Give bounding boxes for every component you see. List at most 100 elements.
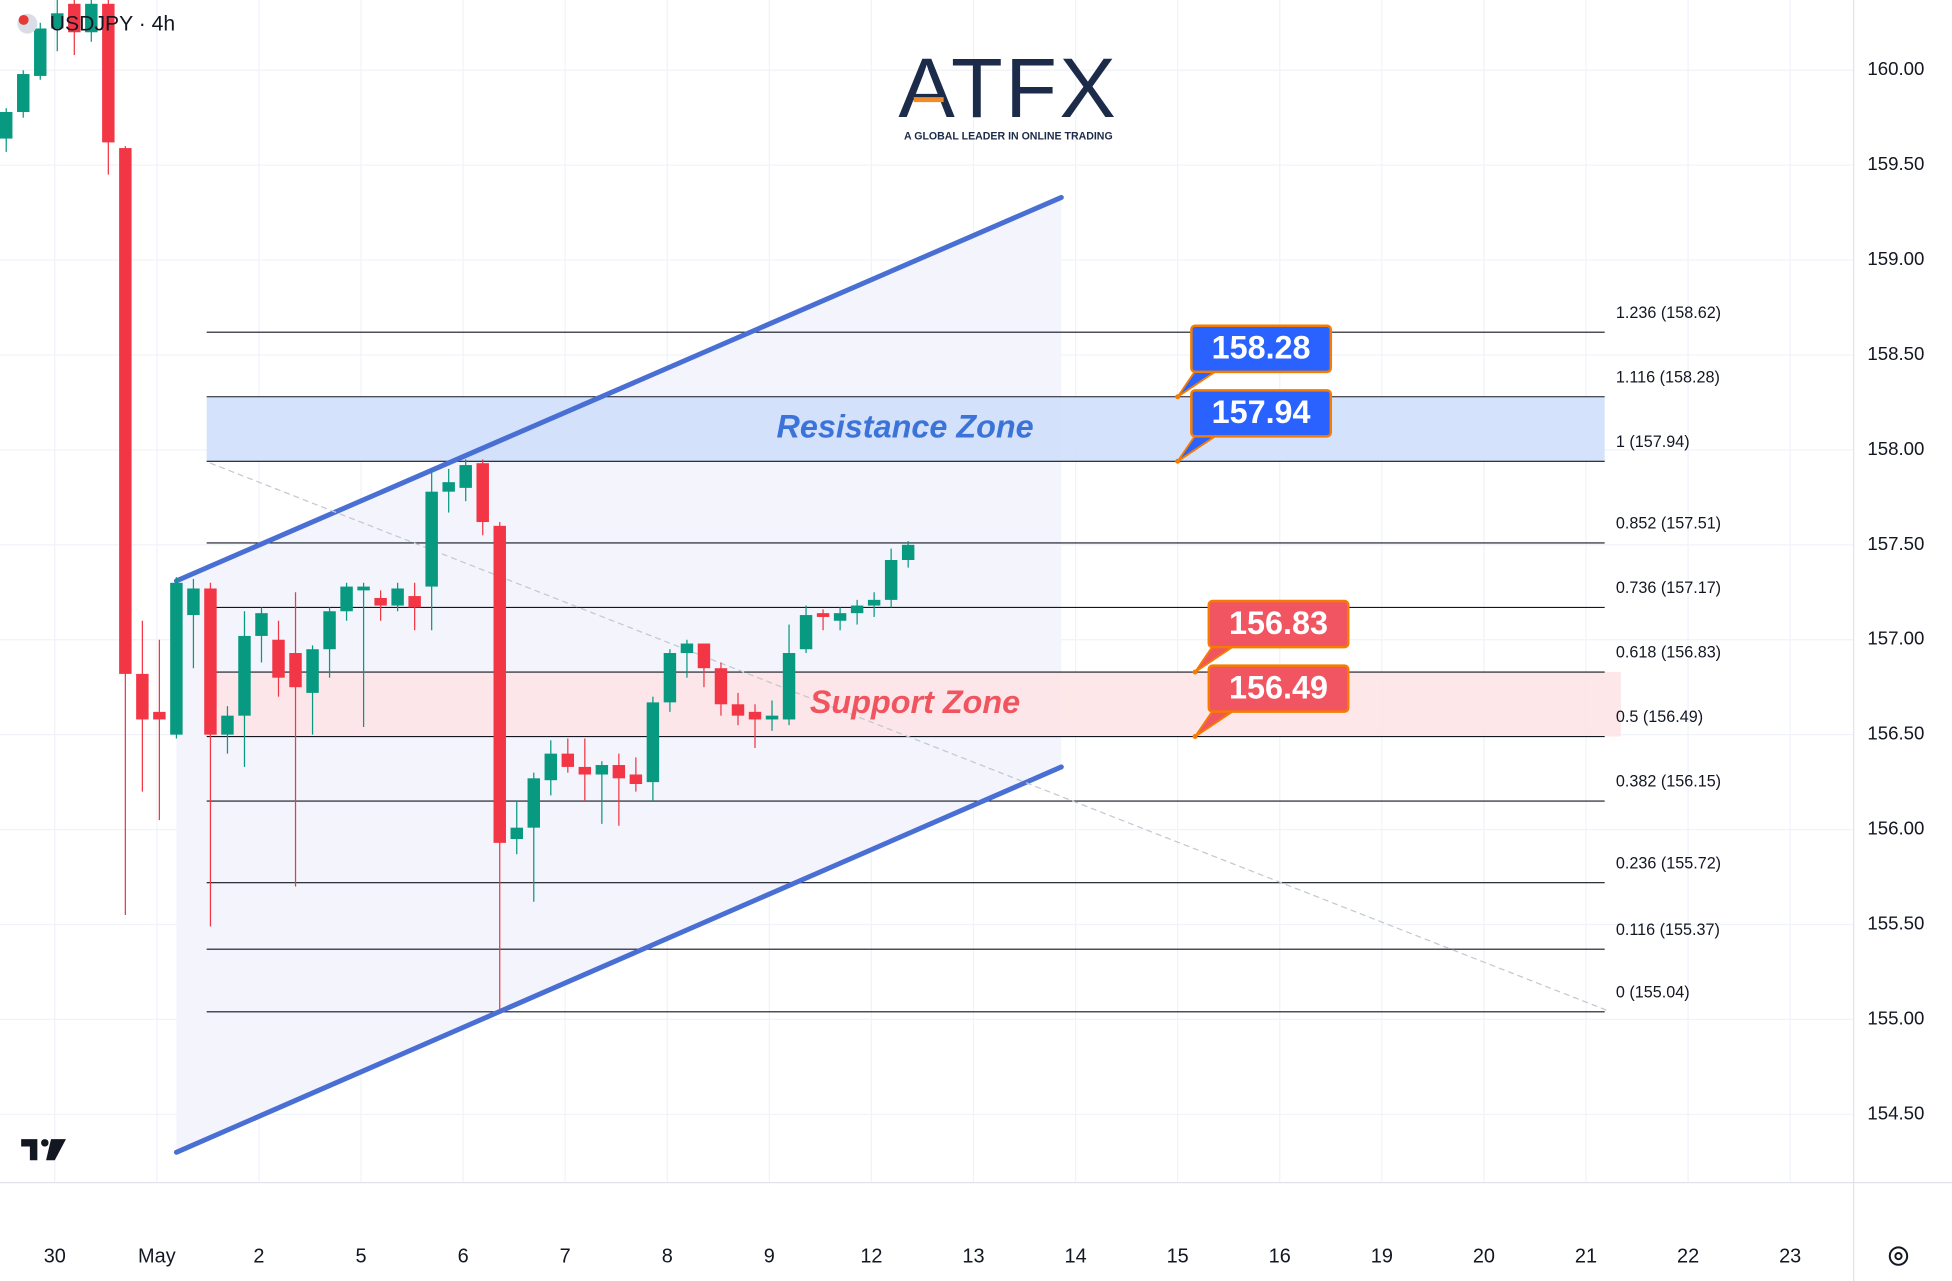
fib-label: 1.236 (158.62) bbox=[1616, 304, 1721, 322]
callout-label: 156.49 bbox=[1229, 669, 1328, 705]
candle-body bbox=[493, 525, 506, 843]
trendline bbox=[173, 194, 1064, 584]
candle-body bbox=[578, 766, 592, 775]
candle-body bbox=[34, 28, 47, 76]
x-tick-label: 20 bbox=[1473, 1246, 1495, 1268]
x-tick-label: 2 bbox=[253, 1246, 264, 1268]
fib-label: 0.852 (157.51) bbox=[1616, 515, 1721, 533]
candle-body bbox=[663, 653, 677, 703]
callout-label: 156.83 bbox=[1229, 605, 1328, 641]
candle-body bbox=[85, 3, 98, 33]
candle-body bbox=[323, 611, 336, 650]
x-tick-label: 12 bbox=[860, 1246, 882, 1268]
candle-body bbox=[17, 74, 30, 113]
y-tick-label: 160.00 bbox=[1867, 58, 1924, 79]
candle-body bbox=[680, 643, 694, 654]
callout-anchor bbox=[1175, 394, 1181, 400]
candle-body bbox=[425, 491, 438, 587]
candle-body bbox=[68, 3, 81, 33]
candle-body bbox=[51, 13, 64, 29]
candle-body bbox=[697, 643, 711, 669]
y-tick-label: 158.00 bbox=[1867, 438, 1924, 459]
candle-body bbox=[442, 482, 455, 492]
y-tick-label: 157.00 bbox=[1867, 628, 1924, 649]
chart-title: USDJPY · 4h bbox=[50, 12, 175, 35]
candle-body bbox=[612, 765, 626, 779]
fib-label: 1.116 (158.28) bbox=[1616, 368, 1720, 386]
x-tick-label: 5 bbox=[355, 1246, 366, 1268]
fib-label: 0.116 (155.37) bbox=[1616, 921, 1720, 939]
candle-body bbox=[374, 597, 387, 606]
callout-box bbox=[1207, 599, 1350, 649]
candle-body bbox=[187, 588, 200, 616]
candle-body bbox=[884, 560, 898, 600]
fib-label: 0.736 (157.17) bbox=[1616, 579, 1721, 597]
x-tick-label: 19 bbox=[1371, 1246, 1393, 1268]
candle-body bbox=[748, 711, 762, 720]
candle-body bbox=[340, 586, 353, 612]
candle-body bbox=[816, 613, 830, 617]
candle-body bbox=[901, 544, 915, 561]
settings-icon[interactable] bbox=[1888, 1246, 1909, 1266]
candle-body bbox=[561, 753, 575, 767]
callout-label: 158.28 bbox=[1212, 330, 1311, 366]
candle-body bbox=[799, 615, 813, 650]
y-tick-label: 157.50 bbox=[1867, 533, 1924, 554]
callout-anchor bbox=[1192, 734, 1198, 740]
axes: 160.00 159.50 159.00 158.50 158.00 157.50 157.… bbox=[44, 58, 1925, 1267]
y-tick-label: 155.50 bbox=[1867, 912, 1924, 933]
fib-label: 0.618 (156.83) bbox=[1616, 644, 1721, 662]
candle-body bbox=[765, 715, 779, 720]
x-tick-label: 7 bbox=[560, 1246, 571, 1268]
candle-body bbox=[0, 112, 13, 139]
callout-label: 157.94 bbox=[1212, 394, 1311, 430]
candle-body bbox=[459, 465, 472, 488]
x-tick-label: 13 bbox=[962, 1246, 984, 1268]
candle-body bbox=[408, 596, 421, 608]
candle-body bbox=[867, 599, 881, 606]
fib-label: 0.236 (155.72) bbox=[1616, 854, 1721, 872]
candle-body bbox=[510, 827, 523, 840]
x-tick-label: 16 bbox=[1269, 1246, 1291, 1268]
candle-body bbox=[153, 711, 166, 720]
callout-box bbox=[1207, 664, 1350, 713]
fib-label: 0 (155.04) bbox=[1616, 983, 1690, 1001]
zone bbox=[206, 396, 1605, 462]
zone-label: Support Zone bbox=[810, 684, 1020, 720]
candle-body bbox=[136, 673, 149, 720]
logo-name: ATFX bbox=[898, 40, 1118, 135]
candle-body bbox=[102, 3, 115, 143]
candle-body bbox=[221, 715, 234, 735]
y-tick-label: 156.50 bbox=[1867, 723, 1924, 744]
candle-body bbox=[357, 586, 370, 591]
logo-tagline: A GLOBAL LEADER IN ONLINE TRADING bbox=[904, 131, 1113, 143]
candle-body bbox=[204, 588, 217, 735]
x-tick-label: 21 bbox=[1575, 1246, 1597, 1268]
candle-body bbox=[391, 588, 404, 606]
x-tick-label: 14 bbox=[1065, 1246, 1087, 1268]
x-tick-label: 8 bbox=[662, 1246, 673, 1268]
x-tick-label: May bbox=[138, 1246, 176, 1268]
x-tick-label: 30 bbox=[44, 1246, 66, 1268]
flag-icon bbox=[18, 14, 29, 25]
x-tick-label: 6 bbox=[458, 1246, 469, 1268]
y-tick-label: 155.00 bbox=[1867, 1007, 1924, 1028]
candle-body bbox=[850, 605, 864, 614]
candle-body bbox=[476, 463, 489, 523]
y-tick-label: 158.50 bbox=[1867, 343, 1924, 364]
zone bbox=[206, 672, 1621, 737]
candle-body bbox=[731, 704, 745, 716]
x-tick-label: 9 bbox=[764, 1246, 775, 1268]
trendline bbox=[209, 462, 1607, 1011]
logo: ATFX A GLOBAL LEADER IN ONLINE TRADING bbox=[898, 40, 1118, 143]
trendline bbox=[173, 764, 1064, 1155]
tradingview-logo bbox=[21, 1139, 66, 1161]
fib-label: 1 (157.94) bbox=[1616, 433, 1690, 451]
fib-label: 0.5 (156.49) bbox=[1616, 708, 1703, 726]
x-tick-label: 23 bbox=[1779, 1246, 1801, 1268]
candle-body bbox=[170, 582, 183, 735]
y-tick-label: 154.50 bbox=[1867, 1102, 1924, 1123]
candle-body bbox=[646, 702, 660, 783]
